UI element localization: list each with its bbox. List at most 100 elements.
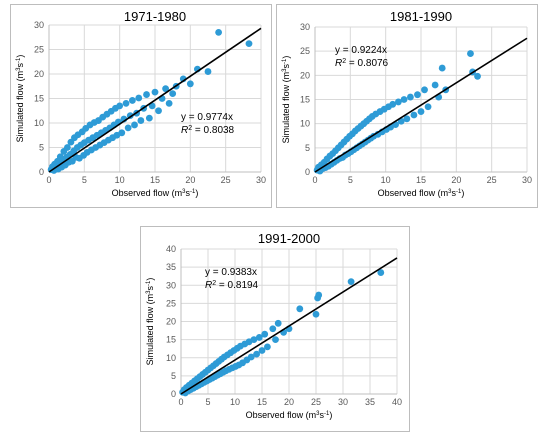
data-point: [407, 93, 414, 101]
x-tick-label: 25: [311, 397, 321, 407]
x-tick-label: 10: [115, 175, 125, 185]
data-point: [116, 102, 124, 110]
data-point: [165, 100, 173, 107]
y-tick-label: 15: [166, 335, 176, 345]
data-point: [296, 305, 304, 313]
y-tick-label: 20: [166, 317, 176, 327]
data-point: [264, 343, 271, 351]
data-point: [215, 28, 223, 36]
y-axis-title: Simulated flow (m3s-1): [145, 278, 155, 366]
y-axis-title: Simulated flow (m3s-1): [281, 56, 291, 144]
trendline: [48, 27, 262, 173]
data-point: [255, 334, 263, 341]
data-point: [135, 94, 143, 102]
data-point: [438, 64, 446, 72]
x-tick-label: 20: [185, 175, 195, 185]
data-point: [258, 347, 266, 354]
chart-title: 1971-1980: [124, 9, 186, 24]
y-tick-label: 30: [34, 20, 44, 30]
y-tick-label: 25: [166, 298, 176, 308]
data-point: [467, 50, 474, 57]
scatter-chart-1991-2000: 1991-2000 0 5 10 15 20 25 30 35 40 0 5 10 15 20 25 30 35 4…: [145, 231, 402, 420]
data-point: [431, 81, 439, 89]
data-point: [162, 85, 170, 93]
y-tick-label: 10: [300, 119, 310, 129]
data-point: [143, 91, 150, 98]
equation-label: y = 0.9774x: [181, 112, 233, 123]
data-point: [400, 96, 408, 103]
data-point: [347, 278, 355, 286]
data-point: [414, 91, 421, 99]
x-tick-label: 15: [416, 175, 426, 185]
x-tick-label: 0: [46, 175, 51, 185]
chart-title: 1981-1990: [390, 9, 452, 24]
r-squared-label: R2 = 0.8038: [181, 125, 235, 137]
data-point: [128, 97, 136, 104]
y-tick-label: 5: [39, 143, 44, 153]
data-point: [315, 291, 323, 299]
data-point: [377, 269, 385, 276]
y-tick-label: 25: [300, 46, 310, 56]
scatter-chart-1981-1990: 1981-1990 0 5 10 15 20 25 30 0 5 10 15 20 25 30 Observe…: [281, 9, 532, 198]
data-point: [145, 114, 153, 122]
data-point: [474, 72, 481, 80]
y-tick-label: 10: [34, 118, 44, 128]
y-axis-title: Simulated flow (m3s-1): [15, 55, 25, 143]
x-tick-label: 0: [312, 175, 317, 185]
y-tick-label: 30: [300, 22, 310, 32]
data-point: [269, 325, 277, 333]
x-tick-label: 5: [205, 397, 210, 407]
x-tick-label: 10: [381, 175, 391, 185]
data-point: [137, 117, 145, 124]
data-point: [253, 350, 260, 358]
x-tick-label: 5: [82, 175, 87, 185]
r-squared-label: R2 = 0.8194: [205, 280, 259, 292]
data-point: [151, 88, 159, 96]
x-tick-label: 5: [348, 175, 353, 185]
x-tick-label: 15: [150, 175, 160, 185]
chart-panel-1971-1980: 1971-1980 0 5 10 15 20 25 30 0 5 10 15 20 25 30 Observe…: [10, 4, 272, 208]
r-squared-label: R2 = 0.8076: [335, 58, 389, 70]
data-point: [394, 98, 402, 106]
x-tick-label: 40: [392, 397, 402, 407]
x-tick-label: 25: [221, 175, 231, 185]
data-point: [410, 111, 418, 119]
data-point: [131, 121, 138, 129]
data-point: [421, 86, 428, 94]
y-tick-label: 0: [171, 389, 176, 399]
trendline: [180, 257, 398, 395]
y-tick-label: 0: [305, 167, 310, 177]
x-tick-label: 20: [451, 175, 461, 185]
data-point: [424, 103, 432, 111]
equation-label: y = 0.9383x: [205, 267, 257, 278]
chart-title: 1991-2000: [258, 231, 320, 246]
data-point: [169, 90, 177, 97]
scatter-chart-1971-1980: 1971-1980 0 5 10 15 20 25 30 0 5 10 15 20 25 30 Observe…: [15, 9, 266, 198]
y-tick-label: 40: [166, 244, 176, 254]
y-tick-label: 10: [166, 353, 176, 363]
x-tick-label: 0: [178, 397, 183, 407]
x-tick-label: 10: [230, 397, 240, 407]
data-point: [204, 68, 212, 75]
data-point: [186, 80, 194, 88]
x-tick-label: 30: [338, 397, 348, 407]
x-tick-label: 35: [365, 397, 375, 407]
data-point: [312, 310, 320, 318]
y-tick-label: 20: [34, 69, 44, 79]
data-point: [247, 353, 255, 361]
data-point: [245, 40, 253, 48]
x-axis-title: Observed flow (m3s-1): [112, 188, 199, 198]
data-point: [417, 108, 425, 115]
trendline: [314, 37, 528, 173]
x-tick-label: 20: [284, 397, 294, 407]
x-tick-label: 15: [257, 397, 267, 407]
x-axis-title: Observed flow (m3s-1): [246, 410, 333, 420]
data-point: [261, 330, 269, 338]
equation-label: y = 0.9224x: [335, 45, 387, 56]
data-point: [272, 336, 279, 344]
data-point: [63, 144, 71, 151]
data-point: [250, 336, 258, 344]
y-tick-label: 5: [171, 371, 176, 381]
x-tick-label: 30: [256, 175, 266, 185]
data-point: [274, 319, 282, 327]
